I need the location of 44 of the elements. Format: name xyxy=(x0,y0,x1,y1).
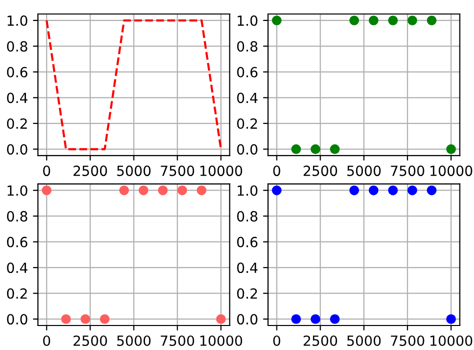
y-tick-label: 0.8 xyxy=(237,41,258,52)
y-tick-label: 1.0 xyxy=(238,15,258,26)
y-tick-label: 0.2 xyxy=(7,118,27,129)
x-tick-label: 10000 xyxy=(430,335,472,346)
x-tick-label: 0 xyxy=(43,335,50,346)
y-tick-label: 0.4 xyxy=(7,262,28,274)
x-tick-label: 2500 xyxy=(74,335,107,346)
x-tick-label: 5000 xyxy=(347,335,381,346)
x-tick-label: 7500 xyxy=(160,335,194,346)
x-tick-label: 2500 xyxy=(304,335,338,346)
y-tick-label: 0.6 xyxy=(237,66,258,78)
x-tick-label: 10000 xyxy=(200,166,242,176)
x-tick-label: 0 xyxy=(43,166,50,176)
y-tick-label: 0.6 xyxy=(237,236,258,248)
y-tick-label: 0.0 xyxy=(237,144,258,155)
y-tick-label: 0.6 xyxy=(7,66,28,78)
y-tick-label: 0.0 xyxy=(237,314,258,325)
y-tick-label: 0.8 xyxy=(237,211,258,222)
y-tick-label: 0.2 xyxy=(237,118,257,129)
y-tick-label: 0.0 xyxy=(7,144,28,155)
x-tick-label: 2500 xyxy=(304,166,338,176)
x-tick-label: 5000 xyxy=(117,335,151,346)
x-tick-label: 5000 xyxy=(117,166,151,176)
x-tick-label: 10000 xyxy=(200,335,242,346)
y-tick-label: 0.0 xyxy=(7,314,28,325)
y-tick-label: 0.6 xyxy=(7,236,28,248)
x-tick-label: 0 xyxy=(273,335,280,346)
y-tick-label: 1.0 xyxy=(8,15,28,26)
x-tick-label: 7500 xyxy=(390,335,424,346)
x-tick-label: 10000 xyxy=(430,166,472,176)
x-tick-label: 0 xyxy=(273,166,280,176)
y-tick-label: 0.4 xyxy=(7,92,28,104)
y-tick-label: 0.2 xyxy=(237,288,257,299)
y-tick-label: 0.2 xyxy=(7,288,27,299)
y-tick-label: 0.8 xyxy=(7,211,28,222)
x-tick-label: 7500 xyxy=(390,166,424,176)
y-tick-label: 0.4 xyxy=(237,262,258,274)
y-tick-label: 0.4 xyxy=(237,92,258,104)
x-tick-label: 2500 xyxy=(74,166,107,176)
x-tick-label: 7500 xyxy=(160,166,194,176)
x-tick-label: 5000 xyxy=(347,166,381,176)
y-tick-label: 0.8 xyxy=(7,41,28,52)
y-tick-label: 1.0 xyxy=(8,185,28,196)
y-tick-label: 1.0 xyxy=(238,185,258,196)
